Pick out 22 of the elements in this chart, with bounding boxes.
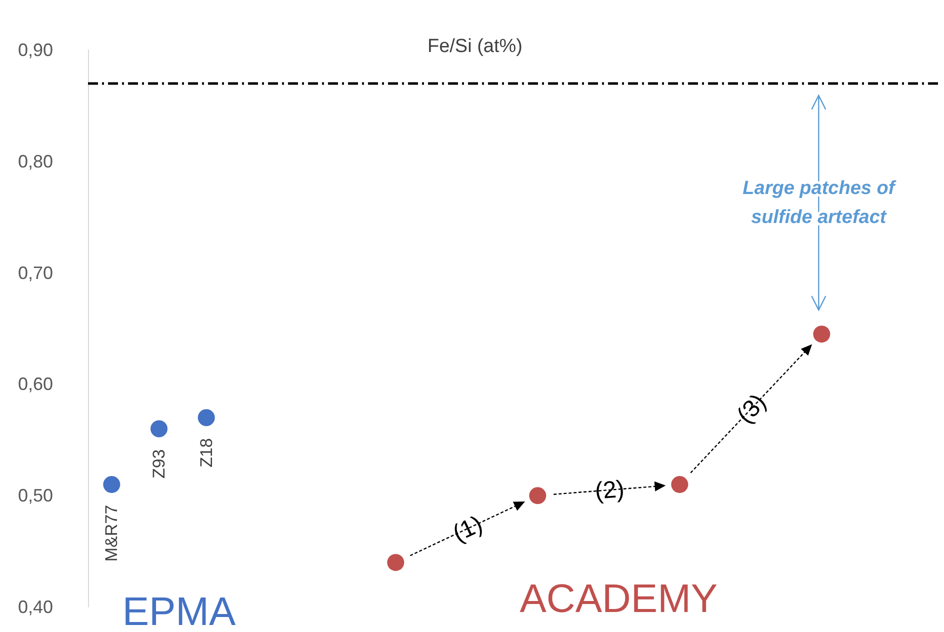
point xyxy=(387,554,404,571)
annotation: (3) xyxy=(732,388,772,429)
data-label: Z93 xyxy=(150,449,168,479)
y-tick-label: 0,90 xyxy=(18,40,53,60)
annotation: (1) xyxy=(448,510,487,548)
y-tick-label: 0,60 xyxy=(18,374,53,394)
data-label: M&R77 xyxy=(102,504,122,562)
y-tick-label: 0,70 xyxy=(18,262,53,283)
point xyxy=(150,420,168,438)
data-label: Z18 xyxy=(196,438,216,468)
annotation: (2) xyxy=(594,476,626,506)
point xyxy=(198,409,215,426)
point xyxy=(103,476,120,493)
point xyxy=(529,487,546,504)
point xyxy=(813,326,830,343)
y-tick-label: 0,80 xyxy=(18,151,53,172)
annotation: ACADEMY xyxy=(520,577,718,621)
point xyxy=(671,476,688,493)
annotation: EPMA xyxy=(122,590,236,632)
y-tick-label: 0,40 xyxy=(18,597,53,617)
chart-title: Fe/Si (at%) xyxy=(427,36,523,57)
y-tick-label: 0,50 xyxy=(18,486,53,506)
